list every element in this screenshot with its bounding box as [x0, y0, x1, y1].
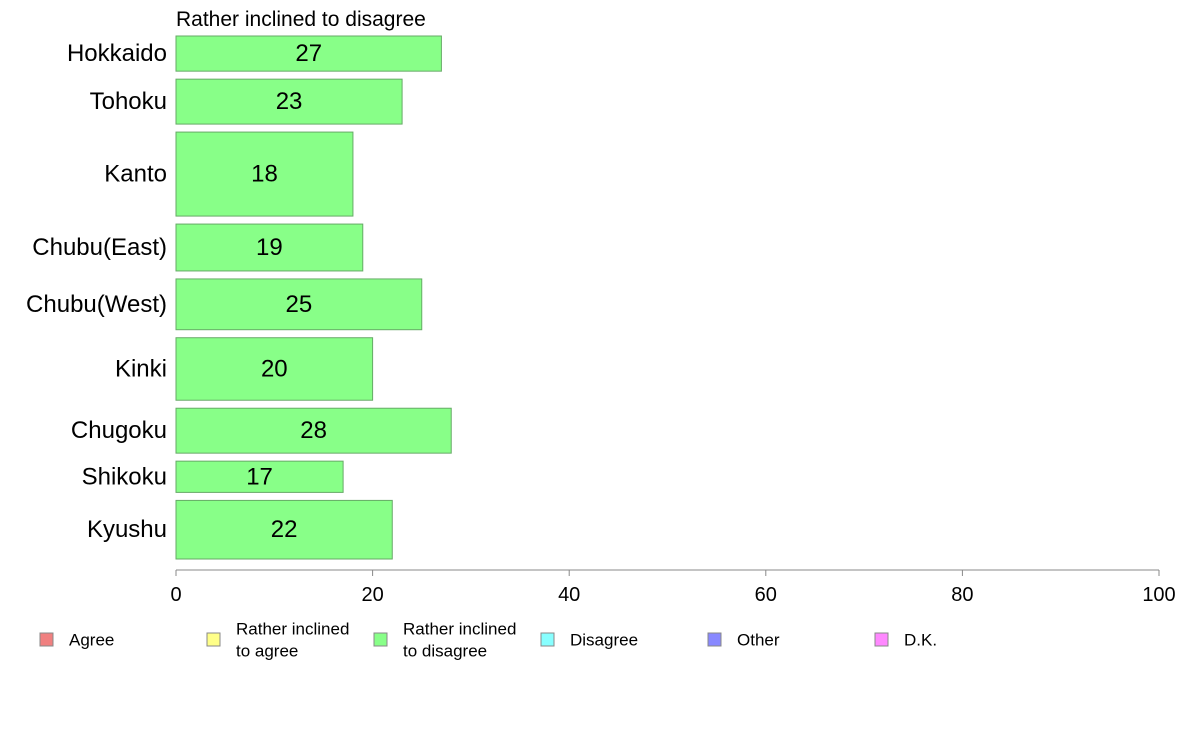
legend-label: Rather inclined: [403, 620, 516, 639]
bar-chubu-west: [175, 278, 423, 331]
category-label: Kinki: [115, 355, 167, 382]
legend-label: Disagree: [570, 631, 638, 650]
legend-label: D.K.: [904, 631, 937, 650]
legend-swatch: [39, 632, 54, 647]
bar-chubu-east: [175, 223, 364, 272]
legend-label: Agree: [69, 631, 114, 650]
x-axis: 0 20 40 60 80 100: [170, 569, 1176, 606]
bar-tohoku: [175, 78, 403, 125]
bar-value-label: 17: [246, 463, 273, 490]
legend-swatch: [206, 632, 221, 647]
category-label: Chubu(West): [26, 291, 167, 318]
bar-shikoku: [175, 460, 344, 493]
x-tick-label: 60: [755, 584, 777, 606]
category-label: Kyushu: [87, 516, 167, 543]
legend-label: Rather inclined: [236, 620, 349, 639]
legend-label: to disagree: [403, 642, 487, 661]
bar-kinki: [175, 337, 374, 401]
bar-value-label: 28: [300, 417, 327, 444]
category-label: Chubu(East): [32, 234, 167, 261]
x-tick-label: 80: [951, 584, 973, 606]
legend-label: Other: [737, 631, 780, 650]
bar-value-label: 27: [295, 40, 322, 67]
category-label: Kanto: [104, 161, 167, 188]
bar-kyushu: [175, 499, 393, 560]
x-tick-label: 40: [558, 584, 580, 606]
legend-swatch: [707, 632, 722, 647]
bar-value-label: 23: [276, 88, 303, 115]
category-label: Chugoku: [71, 417, 167, 444]
legend-swatch: [874, 632, 889, 647]
bar-hokkaido: [175, 35, 442, 72]
x-tick-label: 0: [170, 584, 181, 606]
bars-group: 27 Hokkaido 23 Tohoku 18 Kanto 19 Chubu(East) 25…: [26, 35, 452, 560]
x-tick-label: 100: [1142, 584, 1175, 606]
x-tick-label: 20: [361, 584, 383, 606]
bar-value-label: 25: [286, 291, 313, 318]
legend: Agree Rather inclined to agree Rather incli…: [39, 620, 937, 661]
chart-title: Rather inclined to disagree: [176, 8, 426, 31]
legend-swatch: [540, 632, 555, 647]
legend-label: to agree: [236, 642, 298, 661]
category-label: Shikoku: [82, 463, 167, 490]
bar-value-label: 22: [271, 516, 298, 543]
bar-kanto: [175, 131, 354, 217]
category-label: Tohoku: [90, 88, 167, 115]
bar-value-label: 20: [261, 355, 288, 382]
bar-value-label: 19: [256, 234, 283, 261]
bar-chugoku: [175, 407, 452, 454]
bar-value-label: 18: [251, 161, 278, 188]
category-label: Hokkaido: [67, 40, 167, 67]
legend-swatch: [373, 632, 388, 647]
